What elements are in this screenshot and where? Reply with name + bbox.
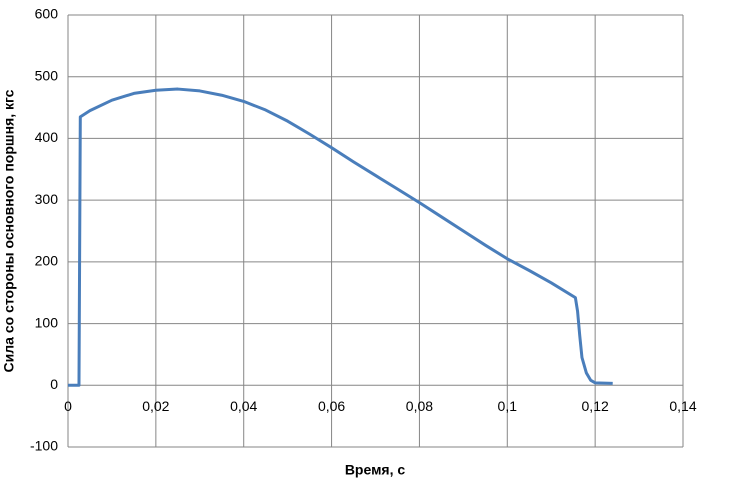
y-axis-title: Сила со стороны основного поршня, кгс bbox=[1, 89, 17, 372]
x-tick-label: 0,02 bbox=[142, 398, 169, 414]
y-tick-label: 300 bbox=[35, 191, 59, 207]
x-tick-label: 0,08 bbox=[406, 398, 433, 414]
x-tick-label: 0,12 bbox=[582, 398, 609, 414]
x-tick-label: 0,1 bbox=[498, 398, 518, 414]
x-tick-label: 0 bbox=[64, 398, 72, 414]
y-tick-label: 100 bbox=[35, 314, 59, 330]
x-tick-label: 0,06 bbox=[318, 398, 345, 414]
y-tick-label: 400 bbox=[35, 129, 59, 145]
y-tick-label: 600 bbox=[35, 6, 59, 22]
y-tick-label: 500 bbox=[35, 67, 59, 83]
data-line bbox=[68, 87, 613, 387]
x-axis-title: Время, с bbox=[345, 462, 406, 478]
x-tick-label: 0,04 bbox=[230, 398, 257, 414]
y-tick-label: 200 bbox=[35, 253, 59, 269]
x-tick-label: 0,14 bbox=[669, 398, 696, 414]
y-tick-label: 0 bbox=[50, 376, 58, 392]
y-tick-label: -100 bbox=[30, 438, 58, 454]
